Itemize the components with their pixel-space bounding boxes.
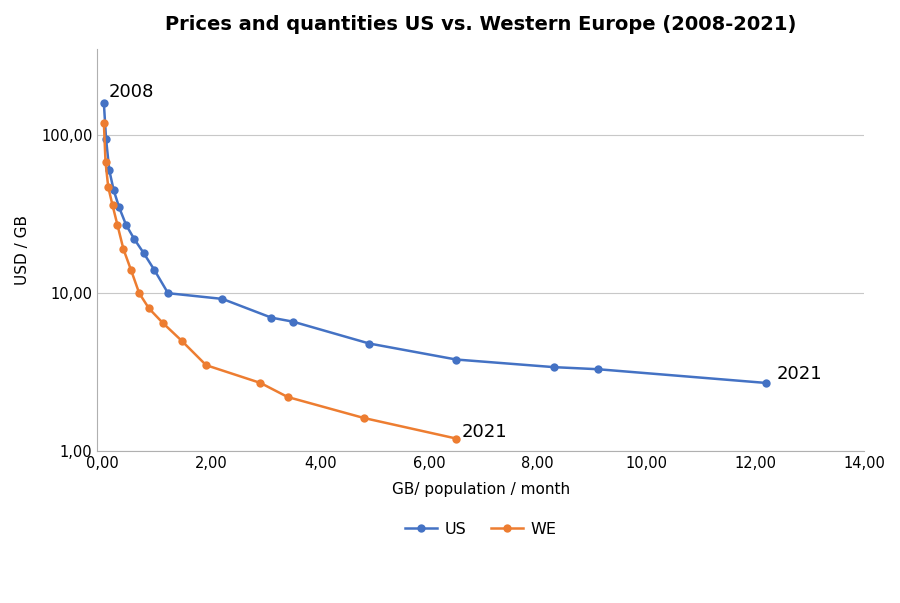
WE bbox=[100, 158, 111, 165]
US bbox=[288, 318, 299, 325]
Text: 2021: 2021 bbox=[462, 423, 508, 441]
US bbox=[139, 249, 149, 256]
WE bbox=[358, 414, 369, 421]
US bbox=[364, 340, 374, 347]
WE bbox=[144, 305, 155, 312]
X-axis label: GB/ population / month: GB/ population / month bbox=[392, 482, 570, 497]
US bbox=[121, 221, 131, 229]
US bbox=[163, 289, 174, 297]
WE bbox=[118, 245, 129, 253]
US bbox=[451, 356, 462, 363]
Line: US: US bbox=[100, 99, 770, 387]
WE bbox=[112, 221, 123, 229]
US bbox=[113, 204, 124, 211]
WE bbox=[134, 289, 145, 297]
WE bbox=[255, 379, 266, 387]
Text: 2008: 2008 bbox=[108, 83, 154, 101]
Line: WE: WE bbox=[100, 119, 461, 443]
US bbox=[104, 167, 114, 174]
Y-axis label: USD / GB: USD / GB bbox=[15, 215, 30, 285]
US bbox=[592, 365, 603, 373]
US bbox=[101, 135, 112, 142]
WE bbox=[176, 337, 187, 344]
Title: Prices and quantities US vs. Western Europe (2008-2021): Prices and quantities US vs. Western Eur… bbox=[165, 15, 796, 34]
WE bbox=[158, 319, 168, 326]
Text: 2021: 2021 bbox=[777, 365, 823, 384]
US bbox=[149, 267, 160, 274]
WE bbox=[283, 393, 293, 400]
US bbox=[760, 379, 771, 387]
WE bbox=[98, 119, 109, 127]
WE bbox=[451, 435, 462, 442]
WE bbox=[201, 362, 212, 369]
US bbox=[549, 364, 560, 371]
US bbox=[129, 236, 140, 243]
WE bbox=[126, 267, 137, 274]
US bbox=[98, 99, 109, 107]
US bbox=[108, 186, 119, 194]
US bbox=[266, 314, 277, 321]
WE bbox=[103, 183, 113, 191]
US bbox=[217, 295, 228, 303]
WE bbox=[107, 202, 118, 209]
Legend: US, WE: US, WE bbox=[399, 516, 562, 543]
